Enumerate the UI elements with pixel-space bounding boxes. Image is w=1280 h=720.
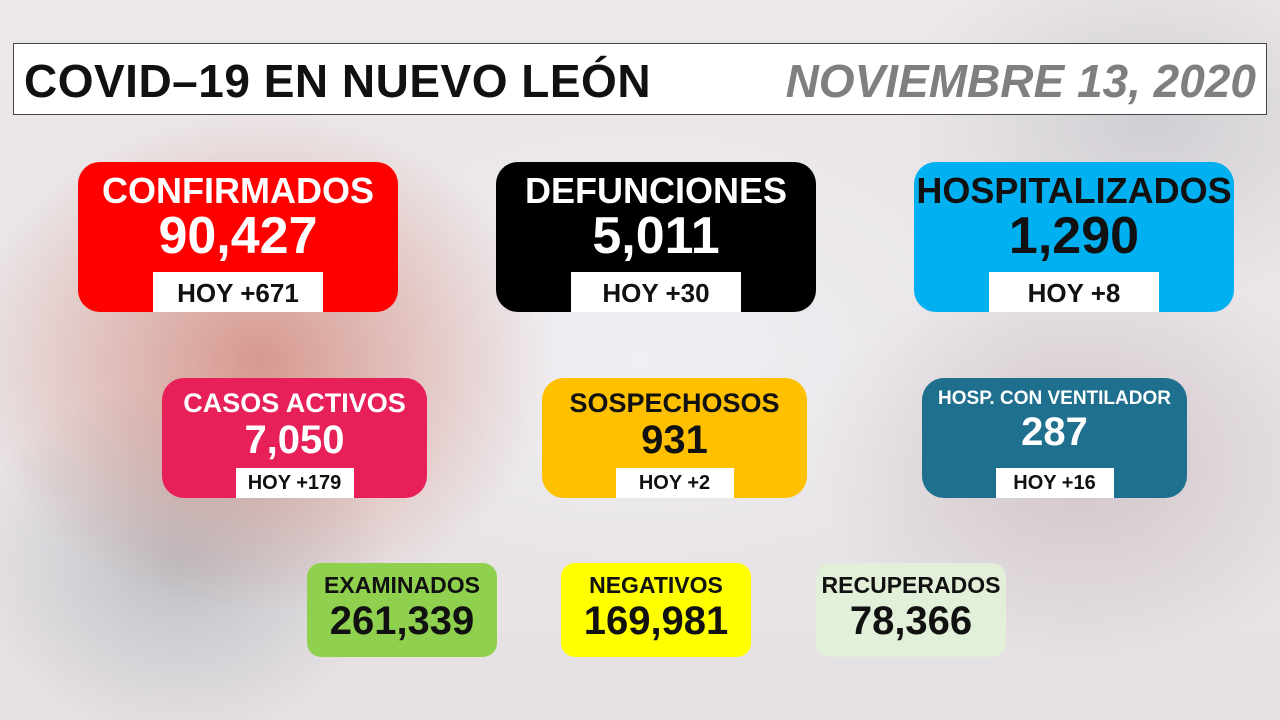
sospechosos-value: 931 bbox=[641, 418, 708, 462]
hospitalizados-label: HOSPITALIZADOS bbox=[916, 170, 1232, 211]
report-date: NOVIEMBRE 13, 2020 bbox=[785, 55, 1256, 107]
page-title: COVID–19 EN NUEVO LEÓN bbox=[24, 55, 652, 107]
negativos-label: NEGATIVOS bbox=[589, 572, 723, 598]
casos-activos-value: 7,050 bbox=[244, 418, 345, 462]
hospitalizados-card: HOSPITALIZADOS 1,290 HOY +8 bbox=[914, 162, 1234, 312]
confirmados-label: CONFIRMADOS bbox=[102, 170, 374, 211]
examinados-card: EXAMINADOS 261,339 bbox=[307, 563, 497, 657]
sospechosos-card: SOSPECHOSOS 931 HOY +2 bbox=[542, 378, 807, 498]
confirmados-today: HOY +671 bbox=[153, 272, 323, 312]
negativos-value: 169,981 bbox=[583, 599, 729, 643]
sospechosos-label: SOSPECHOSOS bbox=[569, 388, 780, 418]
hospitalizados-value: 1,290 bbox=[1008, 207, 1140, 265]
hospitalizados-today: HOY +8 bbox=[989, 272, 1159, 312]
ventilador-value: 287 bbox=[1021, 410, 1088, 454]
defunciones-today: HOY +30 bbox=[571, 272, 741, 312]
ventilador-label: HOSP. CON VENTILADOR bbox=[938, 388, 1171, 409]
defunciones-label: DEFUNCIONES bbox=[524, 170, 788, 211]
casos-activos-card: CASOS ACTIVOS 7,050 HOY +179 bbox=[162, 378, 427, 498]
ventilador-today: HOY +16 bbox=[995, 468, 1114, 498]
recuperados-card: RECUPERADOS 78,366 bbox=[816, 563, 1006, 657]
confirmados-value: 90,427 bbox=[158, 207, 318, 265]
casos-activos-today: HOY +179 bbox=[235, 468, 354, 498]
ventilador-card: HOSP. CON VENTILADOR 287 HOY +16 bbox=[922, 378, 1187, 498]
header-banner: COVID–19 EN NUEVO LEÓN NOVIEMBRE 13, 202… bbox=[13, 43, 1267, 115]
recuperados-label: RECUPERADOS bbox=[821, 572, 1001, 598]
negativos-card: NEGATIVOS 169,981 bbox=[561, 563, 751, 657]
examinados-label: EXAMINADOS bbox=[324, 572, 480, 598]
examinados-value: 261,339 bbox=[329, 599, 475, 643]
defunciones-card: DEFUNCIONES 5,011 HOY +30 bbox=[496, 162, 816, 312]
sospechosos-today: HOY +2 bbox=[615, 468, 734, 498]
defunciones-value: 5,011 bbox=[592, 207, 720, 265]
confirmados-card: CONFIRMADOS 90,427 HOY +671 bbox=[78, 162, 398, 312]
casos-activos-label: CASOS ACTIVOS bbox=[183, 388, 406, 418]
recuperados-value: 78,366 bbox=[849, 599, 973, 643]
